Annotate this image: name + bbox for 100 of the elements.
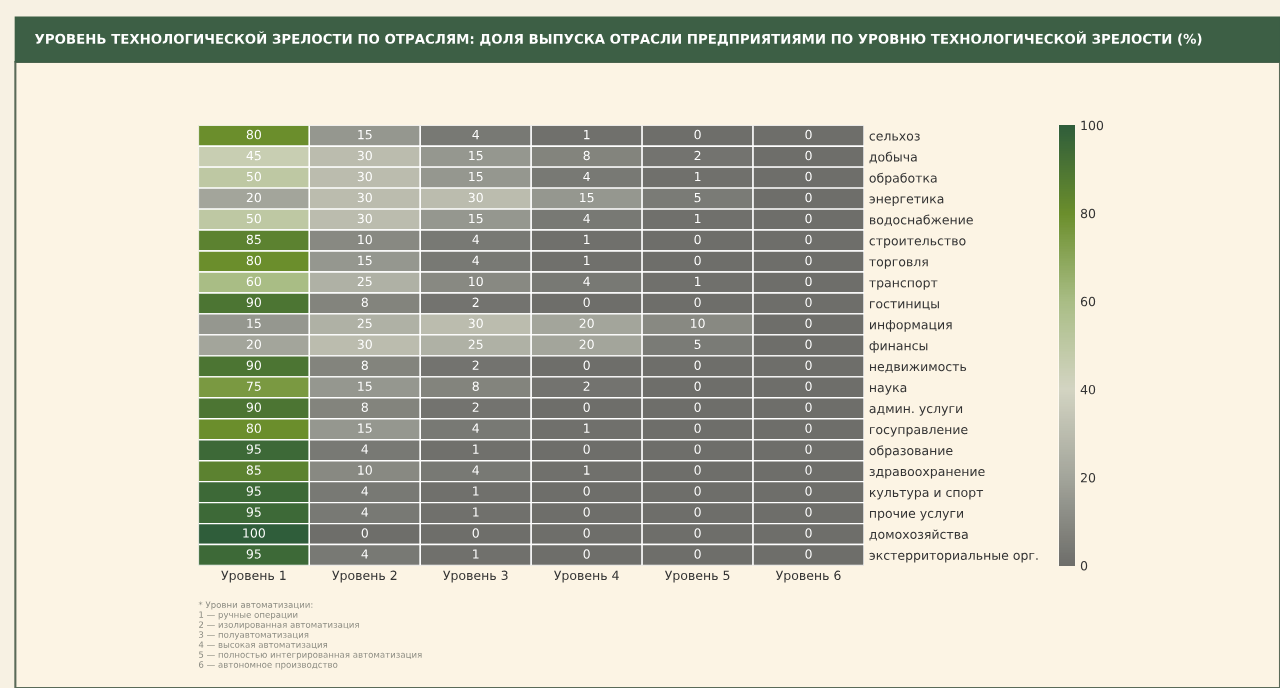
data-label: 0 [694,423,701,433]
data-label: 0 [805,129,812,140]
y-tick-label: водоснабжение [870,214,973,227]
data-label: 60 [246,276,261,287]
data-label: 20 [579,339,594,349]
data-label: 95 [246,507,261,517]
data-label: 0 [583,486,590,496]
data-label: 0 [805,213,812,224]
y-tick-label: сельхоз [869,133,920,141]
data-label: 25 [468,339,483,349]
data-label: 30 [357,213,372,224]
data-label: 4 [472,423,480,433]
data-label: 0 [583,402,590,412]
data-label: 0 [805,297,812,308]
data-label: 0 [805,423,812,433]
data-label: 0 [805,465,812,475]
y-tick-label: энергетика [869,196,944,206]
x-tick-label: Уровень 4 [554,570,619,583]
data-label: 8 [472,381,479,391]
data-label: 0 [805,150,812,161]
data-label: 90 [246,297,261,308]
data-label: 0 [805,192,812,203]
data-label: 2 [472,402,479,412]
data-label: 1 [695,171,701,182]
data-label: 0 [805,339,812,349]
y-tick-label: наука [870,385,907,395]
data-label: 30 [468,192,483,203]
text: * Уровни автоматизации: [198,601,313,610]
data-label: 10 [691,318,705,329]
color-bar-label: 40 [1080,384,1096,395]
data-label: 8 [583,150,590,161]
data-label: 8 [361,297,368,308]
data-label: 1 [584,465,590,475]
chart-title: УРОВЕНЬ ТЕХНОЛОГИЧЕСКОЙ ЗРЕЛОСТИ ПО ОТРАСЛЯМ: ДОЛЯ ВЫПУСКА ОТРАСЛИ ПРЕДПРИЯТИЯМИ ПО УРОВНЮ ТЕХНОЛОГИЧЕСКОЙ ЗРЕЛОСТИ (%) [34,31,1202,46]
data-label: 15 [469,151,483,161]
y-tick-label: экстерриториальные орг. [869,552,1038,563]
data-label: 0 [694,402,701,412]
data-label: 2 [472,297,479,307]
data-label: 8 [361,360,368,370]
data-label: 1 [473,507,479,517]
data-label: 1 [695,276,701,286]
text: 2 — изолированная автоматизация [199,621,359,630]
data-label: 0 [805,486,812,496]
data-label: 90 [246,360,261,370]
data-label: 0 [694,129,701,140]
data-label: 15 [358,130,372,140]
data-label: 50 [246,171,261,182]
data-label: 4 [361,549,369,559]
data-label: 15 [358,255,372,266]
color-bar-label: 60 [1080,296,1096,307]
data-label: 25 [357,276,372,287]
data-label: 0 [805,381,812,391]
data-label: 90 [246,402,261,412]
color-bar-label: 20 [1080,472,1096,483]
data-label: 30 [357,339,372,349]
data-label: 25 [357,318,372,329]
y-tick-label: гостиницы [870,301,939,310]
data-label: 0 [805,402,812,412]
data-label: 15 [580,192,594,203]
data-label: 1 [584,130,590,140]
data-label: 95 [246,549,261,559]
data-label: 0 [805,528,812,538]
color-bar-label: 80 [1080,208,1096,219]
data-label: 0 [694,255,701,266]
data-label: 4 [472,465,480,475]
data-label: 15 [469,213,483,224]
y-tick-label: админ. услуги [869,406,963,416]
data-label: 50 [246,213,261,224]
y-tick-label: прочие услуги [870,510,963,521]
text: 5 — полностью интегрированная автоматизация [199,651,422,660]
data-label: 4 [472,234,480,244]
data-label: 1 [473,486,479,496]
data-label: 0 [583,507,590,517]
data-label: 4 [583,213,590,224]
data-label: 2 [583,381,590,391]
text: 4 — высокая автоматизация [198,641,328,649]
data-label: 0 [583,549,590,559]
data-label: 0 [694,444,701,454]
y-tick-label: недвижимость [870,364,967,373]
data-label: 15 [358,381,372,391]
color-bar-label: 100 [1081,120,1104,131]
y-tick-label: здравоохранение [869,468,985,479]
data-label: 0 [583,444,590,454]
y-tick-label: госуправление [870,427,968,437]
y-tick-label: транспорт [869,280,938,290]
data-label: 4 [361,507,369,517]
data-label: 0 [694,528,701,538]
data-label: 0 [805,444,812,454]
data-label: 80 [246,129,261,140]
y-tick-label: финансы [869,341,928,353]
data-label: 2 [472,360,479,370]
data-label: 0 [694,234,701,245]
data-label: 0 [805,276,812,287]
data-label: 0 [805,507,812,517]
y-tick-label: строительство [869,238,966,248]
data-label: 4 [583,171,590,182]
data-label: 5 [694,339,701,349]
y-tick-label: домохозяйства [869,529,968,541]
x-tick-label: Уровень 5 [664,570,730,583]
data-label: 45 [246,151,261,161]
